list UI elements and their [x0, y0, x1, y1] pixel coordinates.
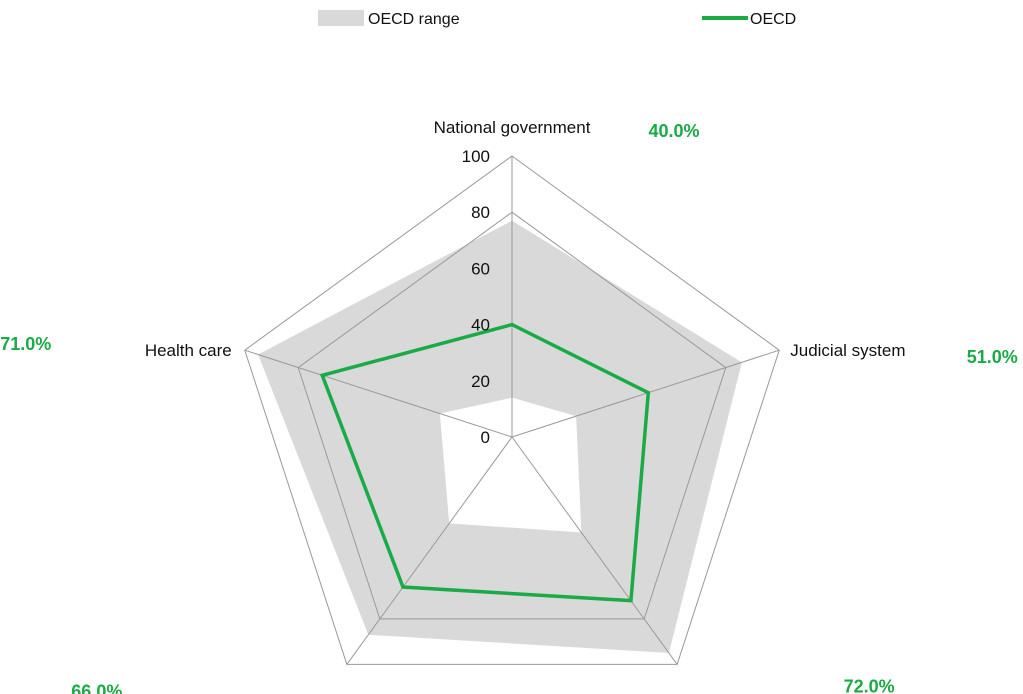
range-band — [258, 220, 742, 653]
axis-label-judicial-system: Judicial system — [790, 341, 905, 360]
axis-spoke-local-police — [511, 436, 678, 665]
tick-label-40: 40 — [471, 316, 490, 335]
legend-label-oecd-range: OECD range — [368, 11, 460, 28]
oecd-point-national-government — [510, 323, 514, 327]
axis-spoke-health-care — [244, 349, 513, 438]
axis-label-education-system: Education system — [273, 691, 407, 694]
tick-label-0: 0 — [481, 428, 490, 447]
tick-label-80: 80 — [471, 203, 490, 222]
gridline-80 — [297, 211, 727, 620]
axis-label-health-care: Health care — [145, 341, 232, 360]
oecd-point-education-system — [401, 585, 405, 589]
tick-label-20: 20 — [471, 372, 490, 391]
legend-swatch-oecd-range — [318, 10, 364, 26]
oecd-point-local-police — [629, 599, 633, 603]
oecd-point-health-care — [320, 373, 324, 377]
axis-label-national-government: National government — [434, 118, 591, 137]
tick-label-100: 100 — [462, 147, 490, 166]
axis-spoke-judicial-system — [511, 349, 780, 438]
value-label-national-government: 40.0% — [648, 121, 699, 141]
axis-label-local-police: Local police — [630, 691, 720, 694]
oecd-series-line — [319, 322, 651, 603]
value-label-judicial-system: 51.0% — [967, 347, 1018, 367]
oecd-point-judicial-system — [646, 391, 650, 395]
value-label-local-police: 72.0% — [844, 676, 895, 694]
gridline-100 — [244, 155, 780, 665]
axis-spoke-education-system — [346, 436, 513, 665]
value-label-education-system: 66.0% — [71, 681, 122, 694]
legend-label-oecd: OECD — [750, 11, 796, 28]
value-label-health-care: 71.0% — [0, 334, 51, 354]
tick-label-60: 60 — [471, 259, 490, 278]
legend: OECD range OECD — [318, 10, 796, 28]
